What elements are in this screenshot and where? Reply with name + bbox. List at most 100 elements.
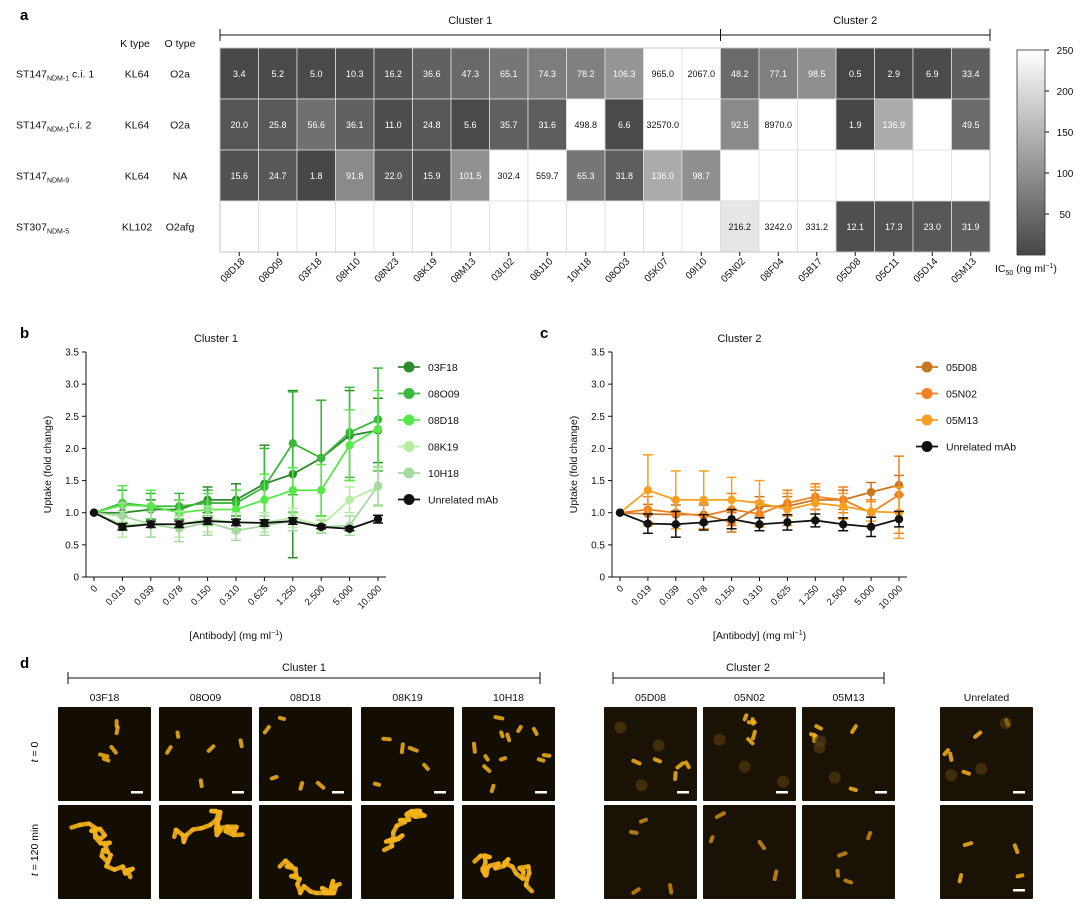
- strain-label: ST147NDM-1c.i. 2: [16, 120, 91, 134]
- micrograph-image: [462, 707, 555, 801]
- heatmap-cell: [835, 98, 875, 151]
- uptake-chart-cluster1: Cluster 100.51.01.52.02.53.03.50 0.019 0.0…: [42, 333, 498, 642]
- heatmap-cell-value: 101.5: [459, 171, 482, 181]
- micrograph-background: [940, 707, 1033, 801]
- bacterium: [298, 781, 305, 791]
- heatmap-cell: [720, 200, 760, 253]
- micrograph-image: [940, 707, 1033, 801]
- micrograph-background: [604, 805, 697, 899]
- heatmap-cell: [797, 98, 837, 151]
- o-type-value: NA: [173, 171, 188, 183]
- bacterium: [814, 724, 824, 731]
- heatmap-cell: [643, 98, 683, 151]
- heatmap-cell-value: 98.5: [808, 69, 826, 79]
- data-point: [699, 518, 708, 527]
- data-point: [671, 520, 680, 529]
- heatmap-cell-value: 12.1: [846, 222, 864, 232]
- background-blob: [652, 739, 665, 752]
- legend-label: Unrelated mAb: [946, 442, 1016, 454]
- bacterium: [848, 786, 858, 793]
- bacterium: [422, 762, 430, 771]
- strain-label: ST307NDM-5: [16, 222, 69, 236]
- heatmap-cell: [296, 149, 336, 202]
- heatmap-cell-value: 15.6: [230, 171, 248, 181]
- heatmap-cell: [835, 149, 875, 202]
- heatmap-column-label: 05K07: [643, 256, 672, 285]
- bacterium: [471, 741, 477, 754]
- bacterium: [531, 726, 539, 736]
- micro-column-label: 05D08: [635, 692, 666, 704]
- data-point: [203, 516, 212, 526]
- x-tick-label: 0.150: [713, 583, 738, 608]
- heatmap-column-label: 08K19: [412, 256, 441, 285]
- micrograph-background: [159, 707, 252, 801]
- heatmap-cell: [566, 98, 606, 151]
- heatmap-cell-value: 49.5: [962, 120, 980, 130]
- heatmap-cell-value: 136.9: [882, 120, 905, 130]
- x-tick-label: 5.000: [853, 583, 878, 608]
- x-tick-label: 0.150: [189, 583, 214, 608]
- heatmap-cell: [681, 200, 721, 253]
- bacterium: [742, 713, 749, 722]
- y-axis-label: Uptake (fold change): [568, 416, 580, 513]
- bacterium: [315, 780, 326, 790]
- micrograph-background: [462, 805, 555, 899]
- heatmap-cell: [489, 200, 529, 253]
- micrograph-canvas: [58, 707, 151, 801]
- heatmap-cell: [296, 200, 336, 253]
- heatmap-cell-value: 24.8: [423, 120, 441, 130]
- bacterium: [101, 756, 111, 763]
- data-point: [260, 495, 269, 505]
- micrograph-canvas: [703, 805, 796, 899]
- data-point: [260, 518, 269, 528]
- heatmap-cell: [258, 149, 298, 202]
- k-type-value: KL64: [125, 120, 150, 132]
- heatmap-column-label: 03L02: [489, 256, 517, 284]
- micrograph-headers: Cluster 1 Cluster 2 t = 0 t = 120 min 03F18 0…: [29, 662, 1009, 876]
- heatmap-cell: [566, 149, 606, 202]
- micrograph-image: [940, 805, 1033, 899]
- legend-marker: [403, 441, 415, 452]
- micrograph-background: [604, 707, 697, 801]
- heatmap-cell-value: 302.4: [497, 171, 520, 181]
- bacterium: [962, 841, 974, 848]
- data-point: [839, 502, 848, 511]
- bacterium: [372, 781, 382, 787]
- data-point: [643, 519, 653, 528]
- data-point: [783, 518, 792, 527]
- heatmap-cell-value: 78.2: [577, 69, 595, 79]
- heatmap-cell-value: 5.6: [464, 120, 477, 130]
- heatmap-cell-value: 0.5: [849, 69, 862, 79]
- micro-cluster2-label: Cluster 2: [726, 662, 770, 674]
- x-tick-label: 0.310: [741, 583, 766, 608]
- heatmap-column-label: 05C11: [874, 256, 902, 284]
- legend-label: 08D18: [428, 415, 459, 427]
- heatmap-cell-value: 65.1: [500, 69, 518, 79]
- heatmap-cell: [489, 149, 529, 202]
- heatmap-cell-value: 136.0: [651, 171, 674, 181]
- scale-bar: [332, 791, 344, 794]
- o-type-value: O2a: [170, 69, 190, 81]
- heatmap-cell-value: 3.4: [233, 69, 246, 79]
- heatmap-cell: [412, 149, 452, 202]
- bacterium: [516, 725, 523, 733]
- micrograph-canvas: [259, 707, 352, 801]
- heatmap-column-label: 09I10: [684, 256, 710, 282]
- bacterium: [505, 732, 512, 743]
- bacterium: [175, 730, 181, 739]
- bacterium: [1015, 873, 1025, 879]
- bacterium: [942, 748, 951, 757]
- legend-marker: [403, 388, 415, 399]
- micrograph-background: [159, 805, 252, 899]
- y-tick-label: 0: [599, 573, 605, 584]
- panel-letter-b: b: [20, 325, 29, 342]
- data-point: [671, 495, 680, 505]
- bacterium: [714, 811, 726, 820]
- micrograph-canvas: [940, 707, 1033, 801]
- chart-title: Cluster 2: [717, 333, 761, 345]
- micrograph-canvas: [802, 805, 895, 899]
- heatmap-cell: [450, 200, 490, 253]
- bacterium: [499, 730, 505, 739]
- background-blob: [738, 760, 751, 773]
- bacterium: [536, 757, 546, 763]
